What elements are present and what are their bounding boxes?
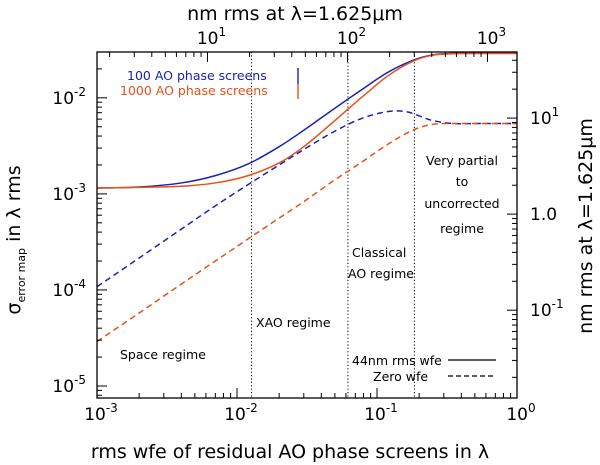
- x2-tick-label: 101: [197, 25, 226, 49]
- regime-divider-lines: [251, 52, 415, 398]
- y-tick-label: 10-5: [52, 373, 86, 397]
- y-axis-label: σerror map in λ rms: [3, 165, 28, 314]
- legend-entry-100-screens: 100 AO phase screens: [127, 68, 267, 83]
- linestyle-legend: 44nm rms wfe Zero wfe: [352, 353, 496, 384]
- series-line-1: [96, 52, 518, 189]
- x-tick-label: 10-1: [364, 401, 398, 425]
- x-tick-label: 10-2: [224, 401, 258, 425]
- plot-frame: [96, 51, 518, 399]
- annotation-partial-3: uncorrected: [424, 196, 499, 211]
- x-tick-label: 10-3: [84, 401, 118, 425]
- annotation-partial-1: Very partial: [426, 153, 498, 168]
- x2-tick-label: 103: [477, 25, 506, 49]
- legend-entry-44nm: 44nm rms wfe: [352, 353, 442, 368]
- y-tick-label: 10-2: [52, 85, 86, 109]
- y-tick-label: 10-3: [52, 181, 86, 205]
- y-axis-label-subscript: error map: [15, 248, 28, 303]
- annotation-partial-2: to: [456, 174, 469, 189]
- annotation-space-regime: Space regime: [120, 347, 206, 362]
- y2-tick-label: 1.0: [530, 205, 557, 225]
- y-tick-label: 10-4: [52, 277, 86, 301]
- series-line-3: [96, 122, 517, 343]
- series-curves: [96, 52, 518, 343]
- annotation-partial-4: regime: [440, 221, 484, 236]
- series-line-2: [96, 110, 517, 288]
- color-legend: 100 AO phase screens 1000 AO phase scree…: [120, 68, 299, 99]
- axis-ticks: [96, 51, 518, 398]
- legend-entry-zero-wfe: Zero wfe: [373, 369, 428, 384]
- y2-tick-label: 101: [530, 105, 559, 129]
- annotation-xao-regime: XAO regime: [256, 315, 331, 330]
- x-tick-label: 100: [506, 401, 535, 425]
- x2-axis-label: nm rms at λ=1.625μm: [187, 3, 403, 25]
- annotation-classical-2: AO regime: [348, 266, 414, 281]
- y2-tick-label: 10-1: [530, 297, 564, 321]
- x2-tick-label: 102: [337, 25, 366, 49]
- y2-axis-label: nm rms at λ=1.625μm: [575, 118, 597, 334]
- tick-labels: 10-3 10-2 10-1 100 101 102 103 10-5 10-4 10-3 10-2…: [52, 25, 563, 425]
- annotation-classical-1: Classical: [352, 245, 406, 260]
- y-axis-label-tail: in λ rms: [3, 165, 25, 248]
- legend-entry-1000-screens: 1000 AO phase screens: [120, 83, 268, 98]
- x-axis-label: rms wfe of residual AO phase screens in …: [91, 441, 489, 463]
- y-axis-label-sigma: σ: [3, 303, 25, 315]
